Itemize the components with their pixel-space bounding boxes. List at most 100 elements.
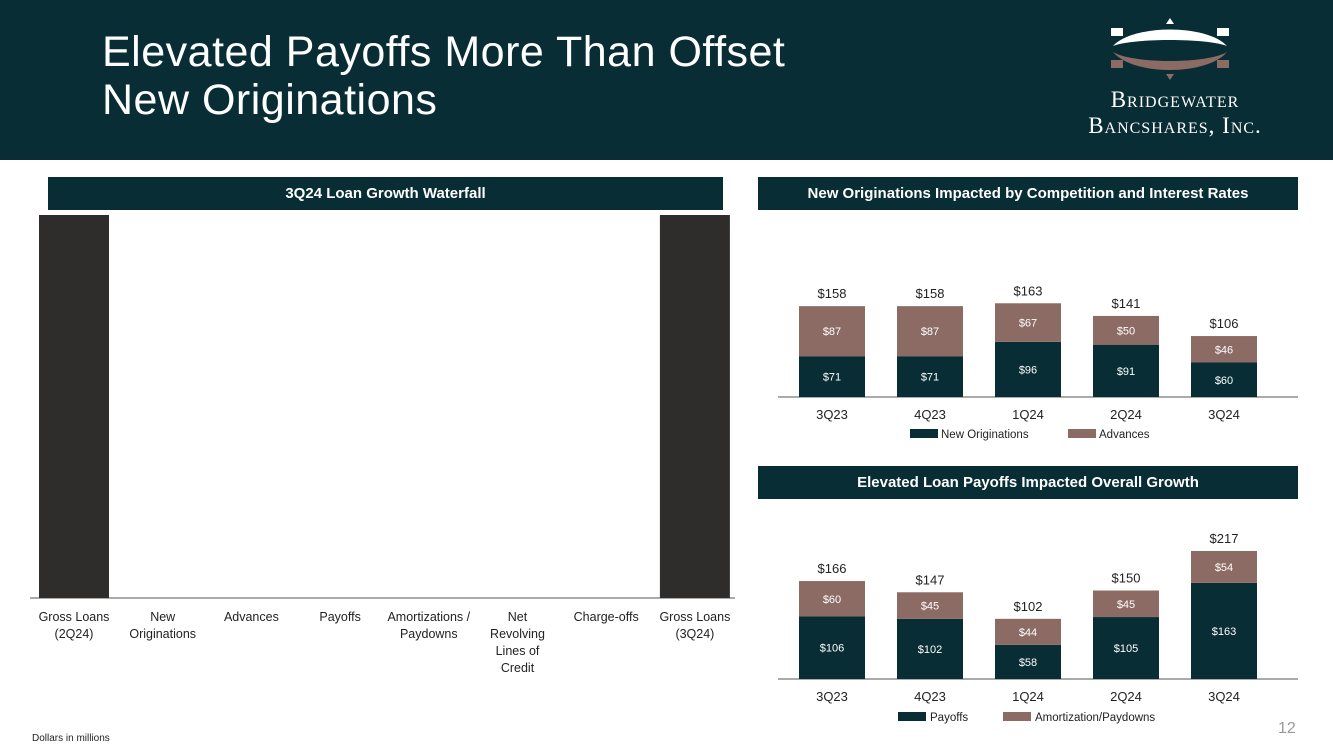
title-line-2: New Originations [102,76,438,124]
payoffs-segment-label: $44 [1019,627,1037,639]
payoffs-segment-label: $102 [918,644,942,656]
legend-label-payoffs: Payoffs [930,712,968,724]
waterfall-chart: $3,800Gross Loans(2Q24)$60NewOrigination… [30,215,735,675]
waterfall-category-label: (2Q24) [55,627,94,641]
payoffs-bar-segment [799,616,865,679]
originations-bar-segment [1093,344,1159,397]
payoffs-category-label: 3Q24 [1208,689,1240,704]
waterfall-category-label: Originations [129,627,196,641]
originations-segment-label: $60 [1215,375,1233,387]
waterfall-category-label: Charge-offs [574,610,639,624]
page-number: 12 [1278,720,1296,737]
payoffs-segment-label: $60 [823,594,841,606]
waterfall-bar [659,215,730,599]
originations-total-label: $158 [916,286,945,301]
legend-swatch-advances [1068,429,1096,438]
legend-label-advances: Advances [1099,429,1150,441]
legend-swatch-amortization [1003,712,1031,721]
payoffs-bar-segment [897,592,963,619]
originations-segment-label: $91 [1117,366,1135,378]
waterfall-category-label: New [150,610,176,624]
originations-bar-segment [1191,362,1257,397]
payoffs-bar-segment [897,618,963,679]
payoffs-segment-label: $58 [1019,657,1037,669]
payoffs-segment-label: $106 [820,643,844,655]
footnote: Dollars in millions [32,733,110,744]
payoffs-bar-segment [1093,617,1159,679]
payoffs-bar-segment [1191,550,1257,583]
payoffs-section-header: Elevated Loan Payoffs Impacted Overall G… [758,466,1298,499]
originations-total-label: $158 [818,286,847,301]
originations-segment-label: $71 [921,372,939,384]
originations-total-label: $141 [1112,296,1141,311]
originations-bar-segment [995,303,1061,342]
brand-line-1: Bridgewater [1110,87,1240,112]
legend-label-amortization: Amortization/Paydowns [1035,712,1155,724]
originations-bar-segment [1191,336,1257,363]
originations-segment-label: $87 [823,326,841,338]
payoffs-bar-segment [995,618,1061,645]
originations-chart: $71 $87 $158 3Q23 $71 $87 $158 4Q23 $96 $67 $163 1Q… [778,283,1298,441]
originations-total-label: $163 [1014,283,1043,298]
brand-name: Bridgewater Bancshares, Inc. [1040,87,1310,139]
payoffs-total-label: $166 [818,561,847,576]
originations-bar-segment [995,341,1061,397]
payoffs-segment-label: $45 [1117,599,1135,611]
payoffs-bar-segment [799,581,865,617]
waterfall-category-label: Gross Loans [659,610,730,624]
originations-bar-segment [897,356,963,397]
payoffs-chart: $106 $60 $166 3Q23 $102 $45 $147 4Q23 $58 $44 $102… [778,531,1298,724]
originations-segment-label: $67 [1019,318,1037,330]
header-banner: Elevated Payoffs More Than Offset New Or… [0,0,1333,160]
payoffs-segment-label: $45 [921,601,939,613]
originations-bar-segment [897,306,963,357]
originations-total-label: $106 [1210,316,1239,331]
payoffs-bar-segment [1191,582,1257,679]
waterfall-category-label: Payoffs [319,610,360,624]
originations-category-label: 1Q24 [1012,407,1044,422]
payoffs-category-label: 2Q24 [1110,689,1142,704]
waterfall-category-label: Advances [224,610,279,624]
originations-segment-label: $87 [921,326,939,338]
originations-category-label: 3Q23 [816,407,848,422]
originations-bar-segment [1093,315,1159,345]
payoffs-bar-segment [995,644,1061,679]
waterfall-category-label: (3Q24) [675,627,714,641]
legend-swatch-payoffs [898,712,926,721]
payoffs-total-label: $147 [916,572,945,587]
payoffs-total-label: $217 [1210,531,1239,546]
waterfall-category-label: Gross Loans [39,610,110,624]
payoffs-total-label: $150 [1112,571,1141,586]
originations-bar-segment [799,306,865,357]
waterfall-category-label: Net [508,610,528,624]
waterfall-category-label: Revolving [490,627,545,641]
title-line-1: Elevated Payoffs More Than Offset [102,28,786,76]
originations-category-label: 3Q24 [1208,407,1240,422]
brand-line-2: Bancshares, Inc. [1088,113,1262,138]
payoffs-segment-label: $105 [1114,643,1138,655]
waterfall-section-header: 3Q24 Loan Growth Waterfall [48,177,723,210]
payoffs-total-label: $102 [1014,599,1043,614]
originations-section-header: New Originations Impacted by Competition… [758,177,1298,210]
originations-segment-label: $46 [1215,344,1233,356]
originations-segment-label: $71 [823,372,841,384]
waterfall-bar [39,215,109,598]
payoffs-category-label: 1Q24 [1012,689,1044,704]
originations-segment-label: $50 [1117,325,1135,337]
legend-label-new-originations: New Originations [941,429,1029,441]
payoffs-bar-segment [1093,590,1159,618]
payoffs-category-label: 4Q23 [914,689,946,704]
originations-category-label: 4Q23 [914,407,946,422]
originations-category-label: 2Q24 [1110,407,1142,422]
waterfall-category-label: Lines of [496,644,540,658]
waterfall-category-label: Amortizations / [387,610,470,624]
waterfall-category-label: Paydowns [400,627,458,641]
originations-bar-segment [799,356,865,397]
payoffs-segment-label: $54 [1215,562,1233,574]
legend-swatch-new-originations [910,429,938,438]
originations-segment-label: $96 [1019,364,1037,376]
waterfall-category-label: Credit [501,661,535,675]
payoffs-segment-label: $163 [1212,626,1236,638]
bridgewater-logo-icon [1111,18,1229,80]
page-title: Elevated Payoffs More Than Offset New Or… [102,28,1002,124]
